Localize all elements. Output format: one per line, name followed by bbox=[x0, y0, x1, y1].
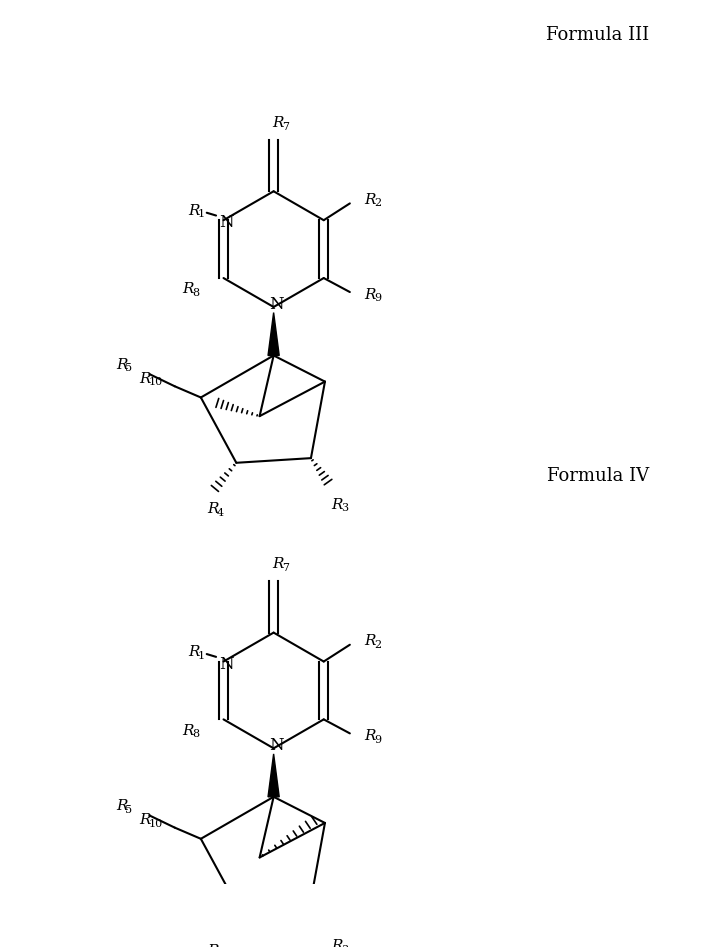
Text: R: R bbox=[182, 282, 194, 296]
Text: R: R bbox=[207, 503, 219, 516]
Text: 1: 1 bbox=[198, 651, 205, 661]
Text: 3: 3 bbox=[341, 504, 348, 513]
Text: Formula III: Formula III bbox=[546, 26, 648, 44]
Text: 2: 2 bbox=[375, 198, 382, 208]
Text: R: R bbox=[188, 204, 199, 218]
Polygon shape bbox=[268, 754, 279, 796]
Text: 8: 8 bbox=[192, 288, 199, 298]
Text: Formula IV: Formula IV bbox=[546, 467, 648, 485]
Text: N: N bbox=[219, 215, 234, 231]
Text: N: N bbox=[269, 737, 284, 754]
Text: R: R bbox=[115, 358, 127, 372]
Text: 7: 7 bbox=[282, 563, 289, 573]
Text: 8: 8 bbox=[192, 729, 199, 740]
Text: R: R bbox=[207, 944, 219, 947]
Text: R: R bbox=[272, 116, 284, 130]
Text: 5: 5 bbox=[125, 805, 132, 814]
Text: R: R bbox=[365, 288, 376, 302]
Text: R: R bbox=[365, 634, 376, 648]
Text: 1: 1 bbox=[198, 209, 205, 220]
Text: R: R bbox=[332, 939, 343, 947]
Text: 4: 4 bbox=[217, 508, 224, 518]
Text: R: R bbox=[365, 192, 376, 206]
Text: R: R bbox=[139, 372, 151, 385]
Text: 5: 5 bbox=[125, 364, 132, 373]
Polygon shape bbox=[268, 313, 279, 355]
Text: 3: 3 bbox=[341, 945, 348, 947]
Text: R: R bbox=[365, 729, 376, 743]
Text: R: R bbox=[272, 558, 284, 571]
Text: 10: 10 bbox=[149, 378, 163, 387]
Text: R: R bbox=[115, 799, 127, 813]
Text: 10: 10 bbox=[149, 819, 163, 829]
Text: R: R bbox=[139, 813, 151, 827]
Text: R: R bbox=[188, 645, 199, 659]
Text: 9: 9 bbox=[375, 735, 382, 744]
Text: R: R bbox=[332, 498, 343, 511]
Text: 7: 7 bbox=[282, 122, 289, 132]
Text: 2: 2 bbox=[375, 639, 382, 650]
Text: N: N bbox=[219, 656, 234, 672]
Text: 9: 9 bbox=[375, 294, 382, 303]
Text: N: N bbox=[269, 295, 284, 313]
Text: R: R bbox=[182, 724, 194, 738]
